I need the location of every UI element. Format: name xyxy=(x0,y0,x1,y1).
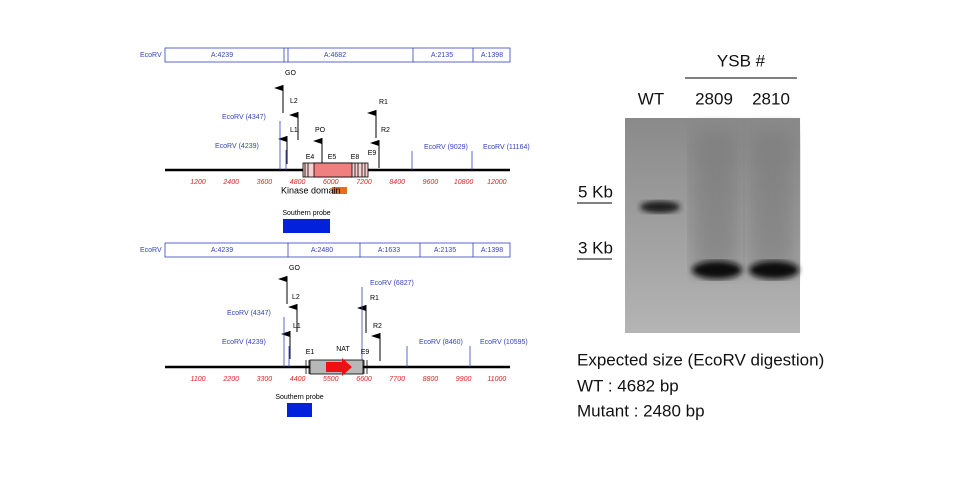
primer-label: PO xyxy=(315,127,326,134)
primer-flag xyxy=(313,138,322,144)
enzyme-label: EcoRV xyxy=(140,52,162,59)
primer-flag xyxy=(278,276,287,282)
exon-label: E4 xyxy=(306,154,315,161)
scale-label: 1200 xyxy=(190,179,206,186)
size-marker: 3 Kb xyxy=(578,238,613,257)
scale-label: 10800 xyxy=(454,179,474,186)
primer-label: L1 xyxy=(290,127,298,134)
scale-label: 8400 xyxy=(389,179,405,186)
site-label: EcoRV (4239) xyxy=(215,143,259,150)
site-label: EcoRV (4347) xyxy=(222,114,266,121)
gel-smear xyxy=(748,130,796,270)
exon-label: E9 xyxy=(368,150,377,157)
exon-box xyxy=(313,162,353,178)
domain-label: Kinase domain xyxy=(281,185,341,195)
primer-label: R2 xyxy=(373,323,382,330)
gel-group-label: YSB # xyxy=(717,51,766,70)
primer-flag xyxy=(274,85,283,91)
exon-label: E8 xyxy=(351,154,360,161)
scale-label: 6000 xyxy=(323,179,339,186)
lane-label: 2810 xyxy=(752,89,790,108)
scale-label: 4800 xyxy=(290,179,306,186)
fragment-label: A:4239 xyxy=(211,247,233,254)
exon-label: NAT xyxy=(336,346,350,353)
primer-flag xyxy=(371,333,380,339)
primer-flag xyxy=(281,331,290,337)
primer-label: L2 xyxy=(292,294,300,301)
lane-label: 2809 xyxy=(695,89,733,108)
southern-probe xyxy=(283,219,330,233)
scale-label: 12000 xyxy=(487,179,507,186)
scale-label: 11000 xyxy=(487,376,506,383)
note: Mutant : 2480 bp xyxy=(577,401,705,420)
enzyme-label: EcoRV xyxy=(140,247,162,254)
scale-label: 4400 xyxy=(290,376,306,383)
size-marker: 5 Kb xyxy=(578,182,613,201)
fragment-label: A:4239 xyxy=(211,52,233,59)
site-label: EcoRV (9029) xyxy=(424,144,468,151)
restriction-bar xyxy=(164,47,511,63)
site-label: EcoRV (4347) xyxy=(227,310,271,317)
scale-label: 3300 xyxy=(257,376,273,383)
gel-band xyxy=(640,201,680,213)
gel-band xyxy=(692,261,742,279)
exon-label: E5 xyxy=(328,154,337,161)
site-label: EcoRV (8460) xyxy=(419,339,463,346)
site-label: EcoRV (11164) xyxy=(483,144,530,151)
primer-flag xyxy=(288,304,297,310)
probe-label: Southern probe xyxy=(282,210,330,217)
primer-label: L1 xyxy=(293,323,301,330)
scale-label: 7700 xyxy=(389,376,405,383)
exon-label: E1 xyxy=(306,349,315,356)
primer-flag xyxy=(278,136,287,142)
site-label: EcoRV (10595) xyxy=(480,339,528,346)
fragment-label: A:2135 xyxy=(434,247,456,254)
scale-label: 2200 xyxy=(222,376,239,383)
primer-flag xyxy=(367,110,376,116)
fragment-label: A:2135 xyxy=(431,52,453,59)
primer-flag xyxy=(357,305,366,311)
scale-label: 1100 xyxy=(190,376,205,383)
gel-smear xyxy=(692,130,740,270)
scale-label: 5500 xyxy=(323,376,339,383)
fragment-label: A:1633 xyxy=(378,247,400,254)
nat-cassette xyxy=(326,358,352,376)
southern-probe xyxy=(287,403,312,417)
gel-band xyxy=(749,261,799,279)
site-label: EcoRV (6827) xyxy=(370,280,414,287)
primer-label: R1 xyxy=(370,295,379,302)
site-label: EcoRV (4239) xyxy=(222,339,266,346)
note: WT : 4682 bp xyxy=(577,376,679,395)
scale-label: 9600 xyxy=(423,179,439,186)
probe-label: Southern probe xyxy=(275,394,323,401)
restriction-bar xyxy=(164,242,511,258)
fragment-label: A:1398 xyxy=(481,247,503,254)
scale-label: 8800 xyxy=(423,376,439,383)
primer-label: R2 xyxy=(381,127,390,134)
primer-flag xyxy=(370,140,379,146)
primer-label: GO xyxy=(289,265,300,272)
scale-label: 9900 xyxy=(456,376,472,383)
note: Expected size (EcoRV digestion) xyxy=(577,350,824,369)
exon-label: E9 xyxy=(361,349,370,356)
lane-label: WT xyxy=(638,89,664,108)
primer-label: R1 xyxy=(379,99,388,106)
primer-flag xyxy=(289,112,298,118)
primer-label: GO xyxy=(285,70,296,77)
kinase-domain xyxy=(332,187,347,194)
scale-label: 2400 xyxy=(222,179,239,186)
scale-label: 3600 xyxy=(257,179,273,186)
fragment-label: A:1398 xyxy=(481,52,503,59)
scale-label: 7200 xyxy=(356,179,372,186)
fragment-label: A:2480 xyxy=(311,247,333,254)
scale-label: 6600 xyxy=(356,376,372,383)
fragment-label: A:4682 xyxy=(324,52,346,59)
primer-label: L2 xyxy=(290,98,298,105)
